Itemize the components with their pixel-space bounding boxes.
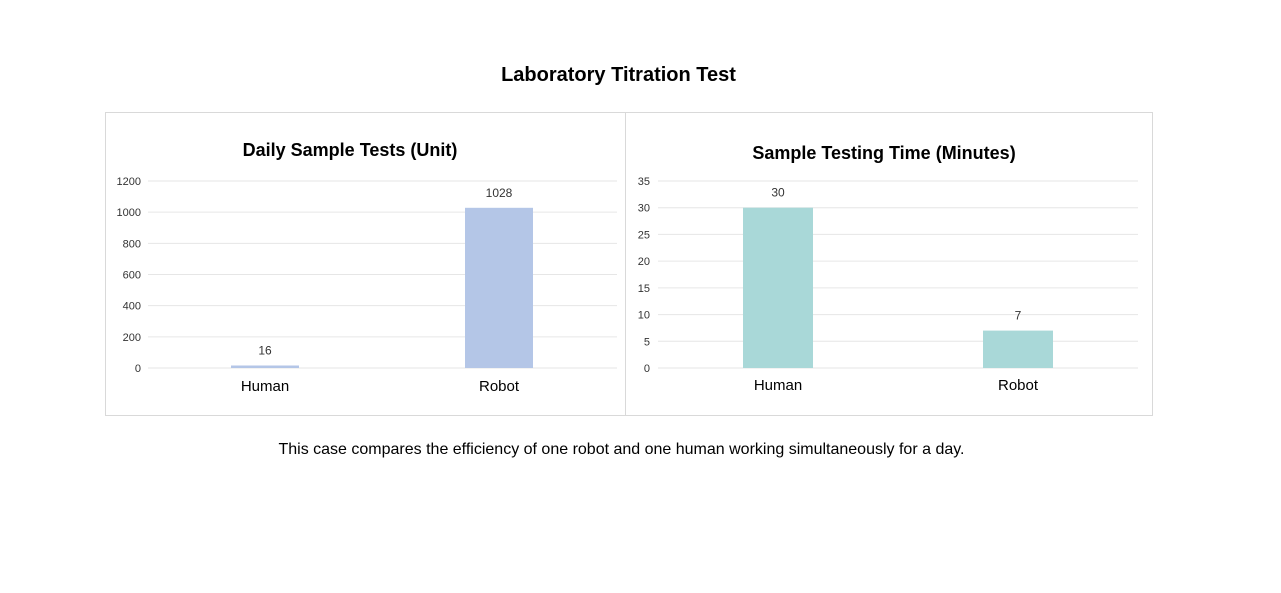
bar-human [743,207,813,368]
y-tick-label: 0 [644,363,650,375]
page-title: Laboratory Titration Test [501,64,736,86]
data-label-human: 30 [771,186,785,200]
bar-robot [983,330,1053,368]
data-label-robot: 1028 [486,186,513,200]
y-tick-label: 200 [123,332,141,344]
bar-human [231,365,299,368]
data-label-robot: 7 [1015,309,1022,323]
chart-title: Sample Testing Time (Minutes) [752,143,1015,163]
y-tick-label: 400 [123,301,141,313]
y-tick-label: 0 [135,363,141,375]
y-tick-label: 20 [638,256,650,268]
category-label-robot: Robot [479,378,520,395]
category-label-robot: Robot [998,377,1039,394]
data-label-human: 16 [258,344,272,358]
chart-title: Daily Sample Tests (Unit) [243,140,458,160]
y-tick-label: 10 [638,310,650,322]
caption: This case compares the efficiency of one… [278,441,965,458]
chart-divider [625,112,626,416]
chart-frame [105,112,1153,416]
y-tick-label: 600 [123,270,141,282]
y-tick-label: 35 [638,176,650,188]
y-tick-label: 30 [638,203,650,215]
y-tick-label: 1000 [117,207,141,219]
y-tick-label: 1200 [117,176,141,188]
y-tick-label: 5 [644,336,650,348]
y-tick-label: 15 [638,283,650,295]
y-tick-label: 800 [123,238,141,250]
category-label-human: Human [754,377,802,394]
y-tick-label: 25 [638,229,650,241]
category-label-human: Human [241,378,289,395]
bar-robot [465,207,533,368]
